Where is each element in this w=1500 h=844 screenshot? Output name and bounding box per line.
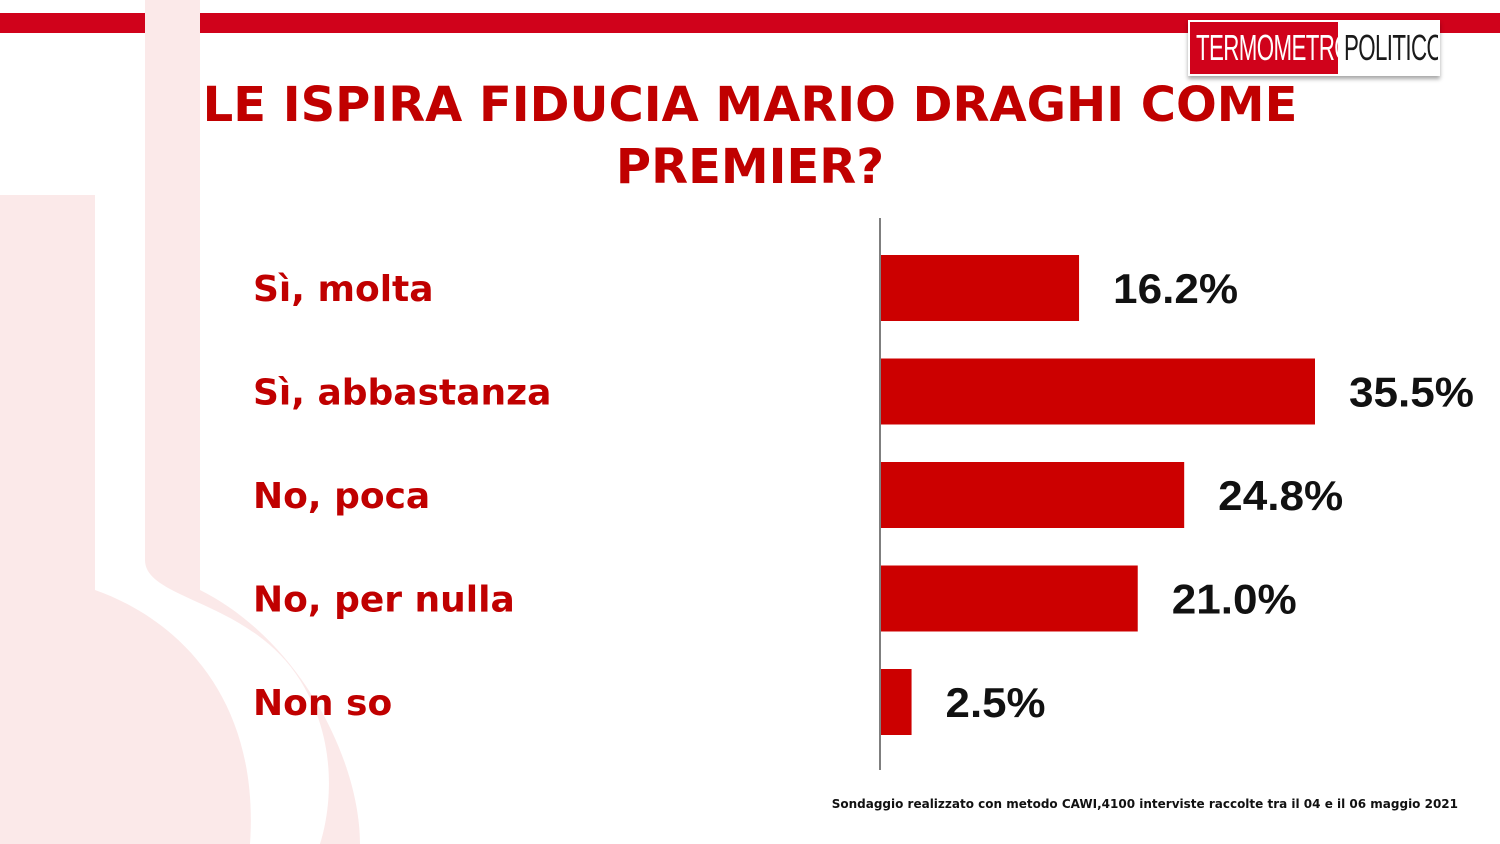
bar xyxy=(881,358,1315,425)
category-label: No, per nulla xyxy=(253,580,515,621)
chart-title: LE ISPIRA FIDUCIA MARIO DRAGHI COME PREM… xyxy=(202,77,1298,195)
survey-footnote: Sondaggio realizzato con metodo CAWI,410… xyxy=(831,797,1458,811)
category-label: No, poca xyxy=(253,476,430,517)
thermometer-watermark-icon xyxy=(0,0,360,844)
category-label: Sì, molta xyxy=(253,269,434,310)
logo-part-politico: POLITICO xyxy=(1338,22,1438,74)
value-label: 16.2% xyxy=(1113,265,1238,312)
value-label: 35.5% xyxy=(1349,369,1474,416)
bar xyxy=(881,565,1138,632)
category-label: Sì, abbastanza xyxy=(253,373,551,414)
termometro-politico-logo: TERMOMETRO POLITICO xyxy=(1188,20,1440,76)
bar xyxy=(881,669,912,735)
value-label: 24.8% xyxy=(1218,472,1343,519)
value-label: 21.0% xyxy=(1172,576,1297,623)
bar xyxy=(881,255,1080,321)
logo-part-termometro: TERMOMETRO xyxy=(1190,22,1338,74)
bar xyxy=(881,462,1185,528)
top-red-rule xyxy=(0,13,1500,33)
category-label: Non so xyxy=(253,683,392,724)
value-label: 2.5% xyxy=(946,679,1046,726)
